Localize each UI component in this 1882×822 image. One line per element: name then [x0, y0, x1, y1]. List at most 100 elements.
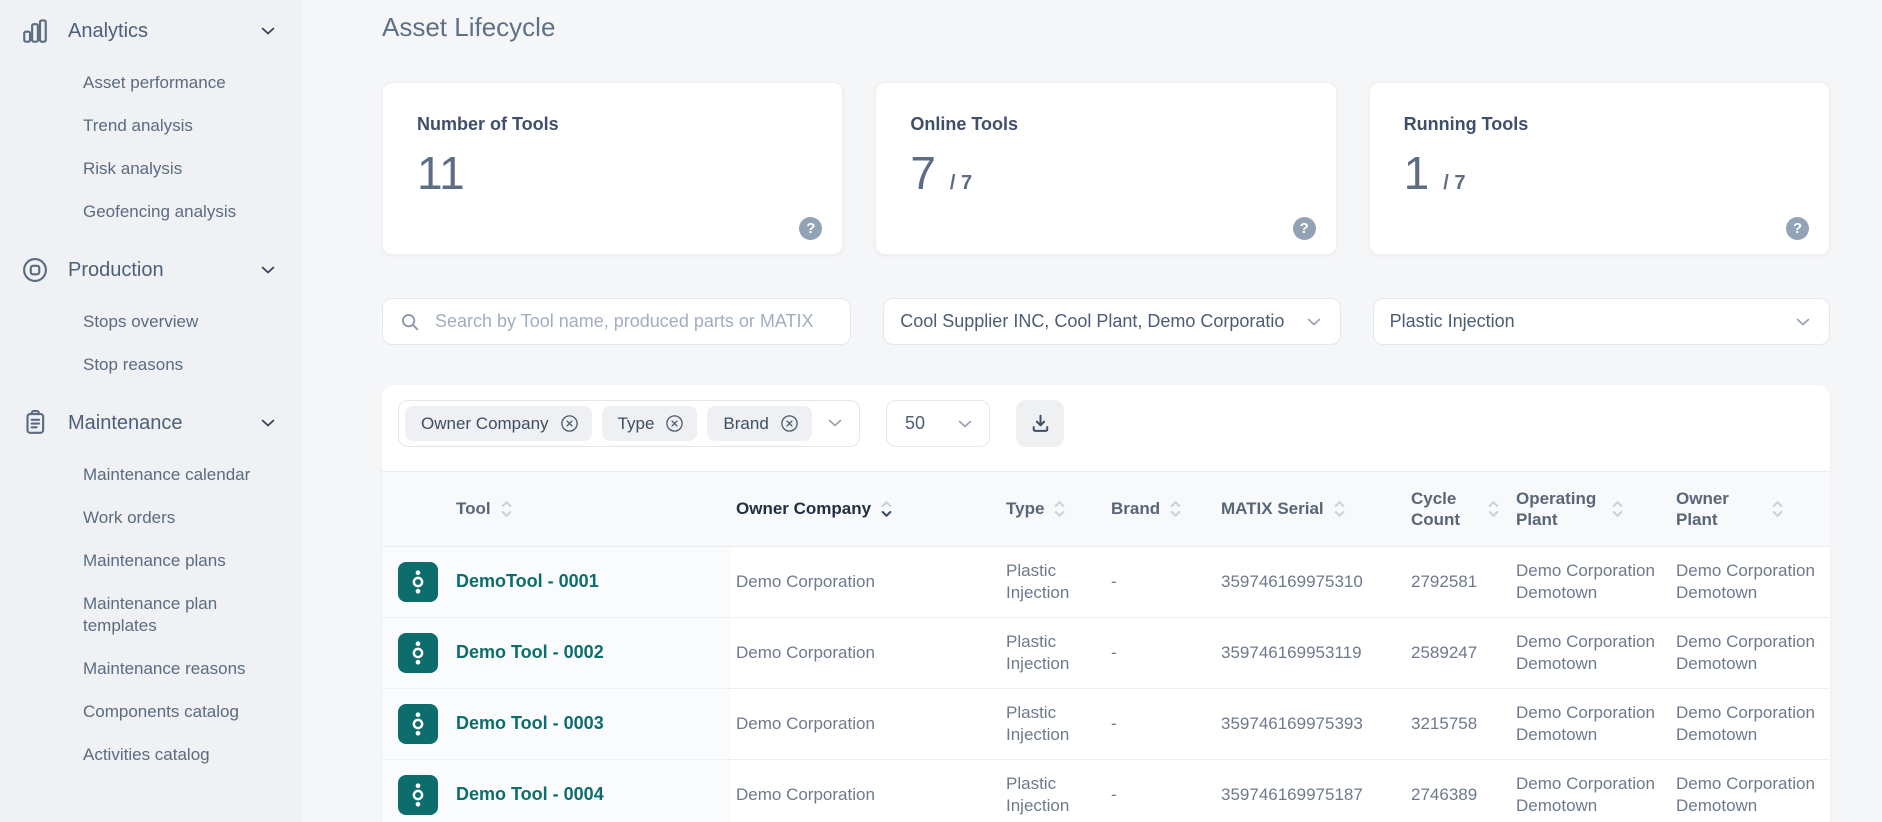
sidebar-items: Maintenance calendar Work orders Maintenan… [83, 464, 283, 766]
download-button[interactable] [1016, 400, 1064, 447]
column-header-tool[interactable]: Tool [382, 471, 730, 547]
tools-table: Tool Owner Company Type Brand MATIX Serial Cy… [382, 471, 1830, 822]
sidebar-item-asset-performance[interactable]: Asset performance [83, 73, 226, 92]
sort-icon [1771, 498, 1784, 520]
cell-value: 2792581 [1411, 571, 1478, 591]
tool-type-select-value: Plastic Injection [1389, 311, 1515, 331]
cell-cycle-count: 2589247 [1405, 617, 1510, 689]
stat-card-value-row: 1 / 7 [1403, 147, 1795, 199]
column-header-brand[interactable]: Brand [1105, 471, 1215, 547]
sidebar-section-maintenance: Maintenance Maintenance calendar Work orde… [20, 408, 302, 766]
tool-icon [398, 562, 438, 602]
column-header-operating-plant[interactable]: Operating Plant [1510, 471, 1670, 547]
column-header-matix-serial[interactable]: MATIX Serial [1215, 471, 1405, 547]
stat-card-value: 11 [417, 147, 465, 199]
filter-chip-owner-company[interactable]: Owner Company [405, 406, 592, 441]
stat-card-total: / 7 [949, 172, 973, 194]
sidebar-item-maintenance-plans[interactable]: Maintenance plans [83, 551, 226, 570]
column-filter-multiselect[interactable]: Owner Company Type Brand [398, 400, 860, 447]
table-row: Demo Tool - 0002 Demo Corporation Plastic … [382, 617, 1830, 689]
sidebar-section-label: Analytics [68, 19, 149, 42]
sidebar-item-components-catalog[interactable]: Components catalog [83, 702, 239, 721]
column-header-owner-plant[interactable]: Owner Plant [1670, 471, 1830, 547]
sidebar-section-header-production[interactable]: Production [20, 255, 302, 285]
cell-owner-company: Demo Corporation [730, 688, 1000, 760]
cell-value: Demo Corporation [736, 642, 875, 662]
sidebar-item-maintenance-reasons[interactable]: Maintenance reasons [83, 659, 246, 678]
chevron-down-icon [825, 413, 845, 433]
tool-icon [398, 704, 438, 744]
tool-icon [398, 633, 438, 673]
column-header-label: Tool [456, 499, 491, 519]
cell-value: Demo Corporation Demotown [1516, 702, 1655, 744]
search-box [382, 298, 852, 345]
sidebar-item-activities-catalog[interactable]: Activities catalog [83, 745, 210, 764]
tool-cell: Demo Tool - 0003 [382, 688, 730, 760]
sidebar-item-maintenance-plan-templates[interactable]: Maintenance plan templates [83, 594, 218, 635]
cell-value: Demo Corporation Demotown [1516, 773, 1655, 815]
remove-filter-icon[interactable] [664, 413, 685, 434]
sidebar: Analytics Asset performance Trend analysis… [0, 0, 302, 822]
filter-chip-brand[interactable]: Brand [707, 406, 812, 441]
search-input[interactable] [433, 310, 835, 333]
column-header-type[interactable]: Type [1000, 471, 1105, 547]
cell-value: Demo Corporation [736, 713, 875, 733]
maintenance-icon [20, 408, 50, 438]
stat-card-label: Number of Tools [417, 114, 559, 134]
help-icon[interactable]: ? [1785, 217, 1809, 240]
sidebar-item-geofencing-analysis[interactable]: Geofencing analysis [83, 202, 237, 221]
cell-owner-plant: Demo Corporation Demotown [1670, 546, 1830, 618]
cell-value: - [1111, 713, 1117, 733]
cell-value: Demo Corporation Demotown [1676, 560, 1815, 602]
stat-card-value: 1 [1403, 147, 1430, 199]
sidebar-item-work-orders[interactable]: Work orders [83, 508, 176, 527]
cell-value: Plastic Injection [1006, 560, 1070, 602]
column-header-cycle-count[interactable]: Cycle Count [1405, 471, 1510, 547]
cell-value: Demo Corporation Demotown [1516, 631, 1655, 673]
sidebar-section-header-maintenance[interactable]: Maintenance [20, 408, 302, 438]
table-toolbar: Owner Company Type Brand 50 [382, 385, 1830, 471]
filter-chip-type[interactable]: Type [601, 406, 698, 441]
production-icon [20, 255, 50, 285]
help-icon[interactable]: ? [799, 217, 823, 240]
sidebar-item-risk-analysis[interactable]: Risk analysis [83, 159, 183, 178]
column-header-owner-company[interactable]: Owner Company [730, 471, 1000, 547]
cell-owner-plant: Demo Corporation Demotown [1670, 759, 1830, 822]
cell-owner-company: Demo Corporation [730, 546, 1000, 618]
tool-name-link[interactable]: Demo Tool - 0004 [456, 784, 604, 805]
cell-value: 2589247 [1411, 642, 1478, 662]
tool-name-link[interactable]: Demo Tool - 0002 [456, 642, 604, 663]
sidebar-items: Asset performance Trend analysis Risk anal… [83, 72, 283, 223]
remove-filter-icon[interactable] [779, 413, 800, 434]
help-icon[interactable]: ? [1292, 217, 1316, 240]
bar-chart-icon [20, 16, 50, 46]
sidebar-item-maintenance-calendar[interactable]: Maintenance calendar [83, 465, 251, 484]
cell-matix-serial: 359746169953119 [1215, 617, 1405, 689]
filter-row: Cool Supplier INC, Cool Plant, Demo Corp… [382, 298, 1830, 345]
cell-type: Plastic Injection [1000, 617, 1105, 689]
cell-operating-plant: Demo Corporation Demotown [1510, 617, 1670, 689]
remove-filter-icon[interactable] [559, 413, 580, 434]
sidebar-item-stop-reasons[interactable]: Stop reasons [83, 355, 184, 374]
sidebar-section-production: Production Stops overview Stop reasons [20, 255, 302, 376]
cell-matix-serial: 359746169975187 [1215, 759, 1405, 822]
column-header-label: Type [1006, 499, 1045, 519]
tool-type-select[interactable]: Plastic Injection [1372, 298, 1830, 345]
cell-cycle-count: 2746389 [1405, 759, 1510, 822]
sidebar-item-stops-overview[interactable]: Stops overview [83, 312, 199, 331]
cell-value: Demo Corporation [736, 784, 875, 804]
sidebar-item-trend-analysis[interactable]: Trend analysis [83, 116, 193, 135]
sidebar-section-header-analytics[interactable]: Analytics [20, 16, 302, 46]
search-icon [399, 311, 421, 333]
sort-icon [880, 498, 893, 520]
tool-name-link[interactable]: Demo Tool - 0003 [456, 713, 604, 734]
stat-card-label: Online Tools [910, 114, 1018, 134]
stat-card-value: 7 [910, 147, 936, 199]
cell-type: Plastic Injection [1000, 759, 1105, 822]
tool-name-link[interactable]: DemoTool - 0001 [456, 571, 599, 592]
stat-card-online-tools: Online Tools 7 / 7? [875, 82, 1337, 255]
supplier-plant-select[interactable]: Cool Supplier INC, Cool Plant, Demo Corp… [883, 298, 1341, 345]
page-size-select[interactable]: 50 [886, 400, 990, 447]
page-title: Asset Lifecycle [382, 12, 556, 42]
stat-card-value-row: 7 / 7 [910, 147, 1301, 199]
